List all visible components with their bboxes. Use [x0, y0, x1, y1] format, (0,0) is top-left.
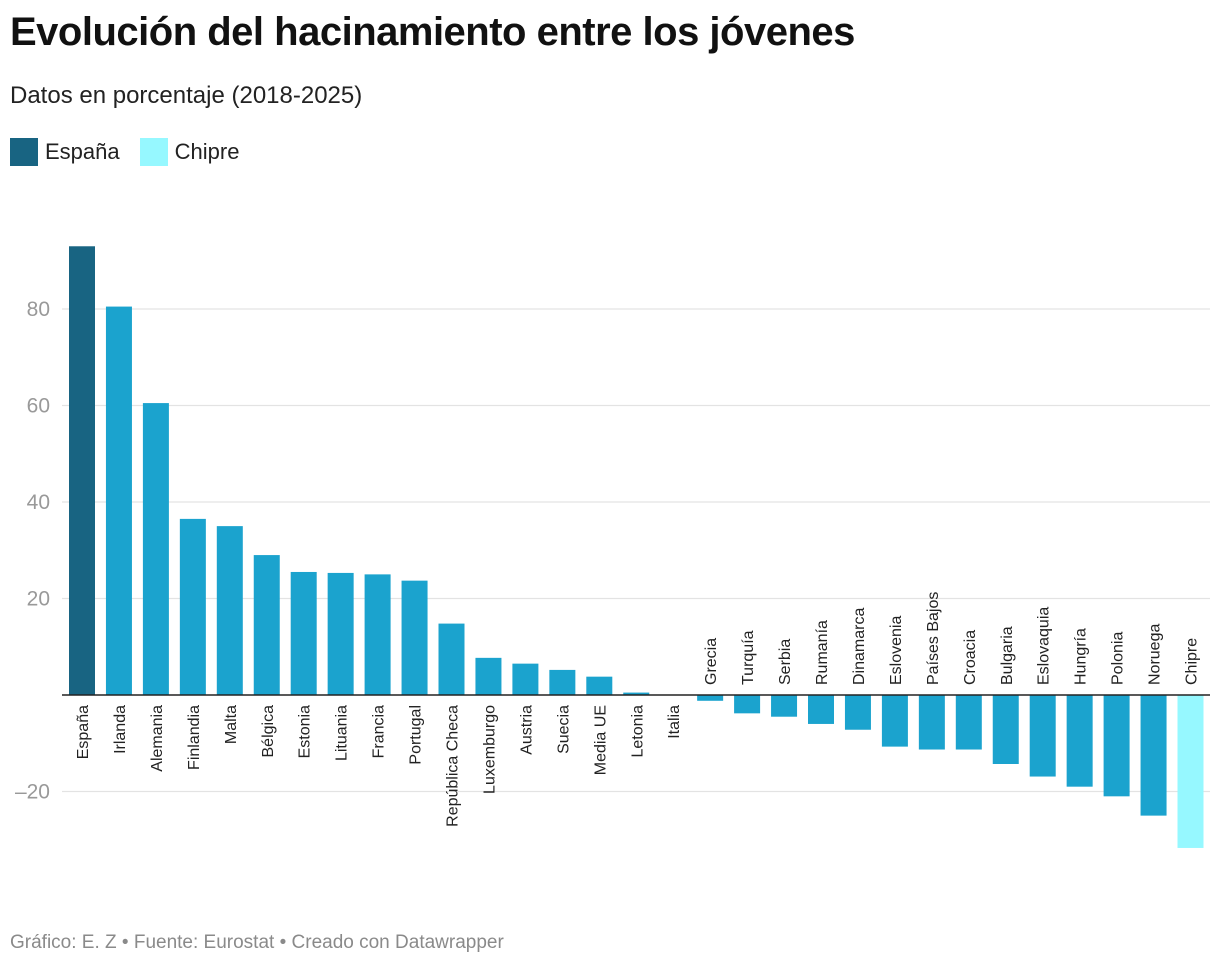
- bar: [216, 526, 243, 695]
- chart-subtitle: Datos en porcentaje (2018-2025): [10, 82, 363, 109]
- category-label: Letonia: [629, 705, 646, 758]
- bar: [1029, 695, 1056, 777]
- category-label: Polonia: [1110, 632, 1127, 685]
- category-label: Grecia: [703, 638, 720, 685]
- category-label: Estonia: [297, 705, 314, 758]
- category-label: Noruega: [1147, 624, 1164, 685]
- category-label: Finlandia: [186, 705, 203, 770]
- bar: [512, 663, 539, 695]
- y-tick-label: 20: [27, 588, 50, 611]
- category-label: Chipre: [1184, 638, 1201, 685]
- category-label: Bélgica: [260, 705, 277, 758]
- bar: [69, 246, 95, 695]
- chart-footer: Gráfico: E. Z • Fuente: Eurostat • Cread…: [10, 932, 504, 953]
- bar: [438, 623, 465, 695]
- bar: [1103, 695, 1130, 797]
- bar: [881, 695, 908, 747]
- category-label: Croacia: [962, 630, 979, 685]
- category-label: Eslovenia: [888, 616, 905, 685]
- bar: [253, 555, 280, 695]
- bar: [1177, 695, 1204, 848]
- y-tick-label: 40: [27, 491, 50, 514]
- bar: [955, 695, 982, 750]
- category-label: Malta: [223, 705, 240, 744]
- category-label: Irlanda: [112, 705, 129, 754]
- category-label: Hungría: [1073, 628, 1090, 685]
- bar: [771, 695, 798, 717]
- category-label: Eslovaquia: [1036, 607, 1053, 685]
- bar: [475, 657, 502, 695]
- bar: [1140, 695, 1167, 816]
- bar: [918, 695, 945, 750]
- category-label: Media UE: [592, 705, 609, 775]
- legend-swatch-espana: [10, 138, 38, 166]
- bar: [401, 580, 428, 695]
- y-tick-label: 60: [27, 395, 50, 418]
- bar: [734, 695, 761, 714]
- category-label: Serbia: [777, 639, 794, 685]
- y-tick-label: –20: [15, 781, 50, 804]
- bar: [179, 518, 206, 695]
- category-label: Países Bajos: [925, 592, 942, 685]
- y-tick-label: 80: [27, 298, 50, 321]
- bar: [142, 403, 169, 695]
- legend: España Chipre: [10, 138, 259, 166]
- category-label: República Checa: [445, 705, 462, 827]
- bar: [992, 695, 1019, 764]
- bar: [290, 571, 317, 695]
- chart-title: Evolución del hacinamiento entre los jóv…: [10, 10, 855, 54]
- category-label: Lituania: [334, 705, 351, 761]
- category-label: Portugal: [408, 705, 425, 765]
- bar: [623, 692, 650, 695]
- bar: [105, 306, 132, 695]
- legend-item-espana: España: [10, 138, 120, 166]
- category-label: Suecia: [555, 705, 572, 754]
- bar: [808, 695, 834, 724]
- category-label: Austria: [518, 705, 535, 755]
- legend-label-chipre: Chipre: [174, 139, 240, 164]
- category-label: Alemania: [149, 705, 166, 772]
- bar: [364, 574, 391, 695]
- category-label: Italia: [666, 705, 683, 739]
- category-label: Luxemburgo: [481, 705, 498, 794]
- legend-swatch-chipre: [139, 138, 168, 166]
- bar: [844, 695, 871, 730]
- category-label: Francia: [371, 705, 388, 758]
- category-label: Bulgaria: [999, 626, 1016, 685]
- category-label: Rumanía: [814, 620, 831, 685]
- bar: [586, 676, 613, 695]
- category-label: Turquía: [740, 630, 757, 685]
- category-label: Dinamarca: [851, 608, 868, 685]
- legend-item-chipre: Chipre: [139, 138, 240, 166]
- bar: [549, 669, 576, 695]
- category-label: España: [75, 705, 92, 759]
- bar: [327, 572, 354, 695]
- legend-label-espana: España: [45, 139, 120, 164]
- bar: [697, 695, 724, 701]
- bar: [1066, 695, 1093, 787]
